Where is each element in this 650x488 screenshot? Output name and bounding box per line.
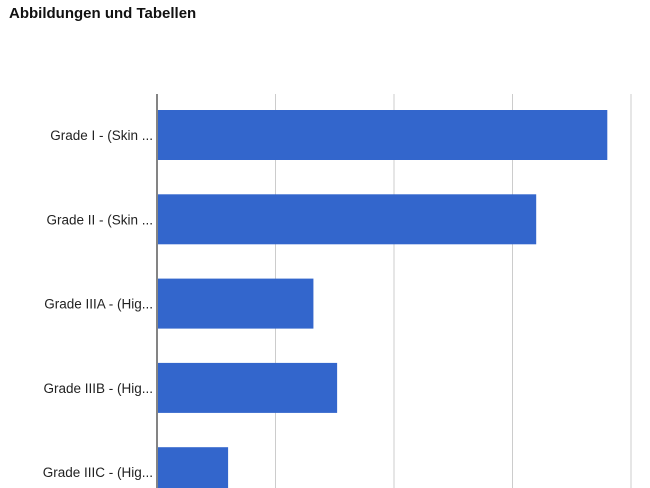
bar[interactable] xyxy=(158,110,608,160)
bars xyxy=(158,110,608,488)
bar[interactable] xyxy=(158,362,338,413)
category-label: Grade IIIB - (Hig... xyxy=(43,381,153,396)
bar[interactable] xyxy=(158,194,537,245)
category-label: Grade IIIA - (Hig... xyxy=(44,297,153,312)
page-title: Abbildungen und Tabellen xyxy=(9,5,197,22)
category-label: Grade II - (Skin ... xyxy=(46,212,153,227)
category-label: Grade I - (Skin ... xyxy=(50,128,153,143)
category-label: Grade IIIC - (Hig... xyxy=(43,465,153,480)
bar[interactable] xyxy=(158,278,314,329)
category-labels: Grade I - (Skin ... Grade II - (Skin ... G… xyxy=(43,128,153,480)
bar[interactable] xyxy=(158,447,229,488)
